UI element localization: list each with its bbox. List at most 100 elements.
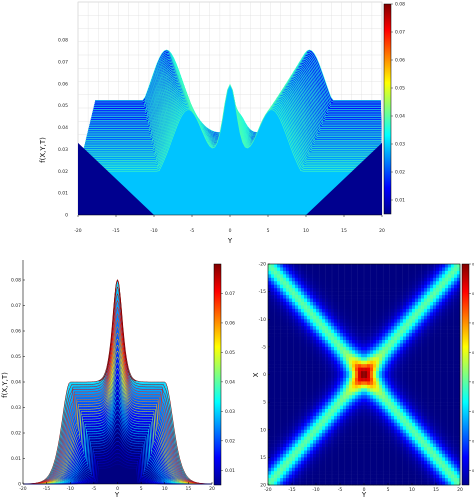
heatmap-cell <box>451 357 455 361</box>
heatmap-cell <box>313 405 317 410</box>
heatmap-cell <box>373 450 377 455</box>
heatmap-cell <box>274 295 278 299</box>
heatmap-cell <box>331 333 335 337</box>
heatmap-cell <box>322 343 326 348</box>
heatmap-cell <box>286 291 290 296</box>
heatmap-cell <box>289 457 293 462</box>
heatmap-cell <box>406 460 410 465</box>
heatmap-cell <box>316 374 320 379</box>
heatmap-cell <box>271 481 275 486</box>
heatmap-cell <box>454 388 458 393</box>
heatmap-cell <box>331 298 335 303</box>
heatmap-cell <box>322 301 326 306</box>
heatmap-cell <box>403 346 407 351</box>
heatmap-cell <box>385 388 389 393</box>
heatmap-cell <box>439 350 443 355</box>
surface-ridge-line <box>23 338 212 485</box>
br-x-tick-label: 20 <box>457 487 463 493</box>
heatmap-cell <box>337 315 341 320</box>
heatmap-cell <box>340 315 344 320</box>
heatmap-cell <box>367 371 371 375</box>
heatmap-cell <box>343 377 347 382</box>
heatmap-cell <box>271 447 275 451</box>
heatmap-cell <box>274 422 278 427</box>
heatmap-cell <box>370 412 374 417</box>
heatmap-cell <box>400 460 404 465</box>
heatmap-cell <box>316 277 320 282</box>
heatmap-cell <box>397 409 401 413</box>
heatmap-cell <box>298 402 302 406</box>
heatmap-cell <box>406 398 410 403</box>
heatmap-cell <box>355 388 359 393</box>
heatmap-cell <box>340 478 344 482</box>
heatmap-cell <box>352 426 356 431</box>
heatmap-cell <box>367 398 371 403</box>
heatmap-cell <box>418 402 422 406</box>
heatmap-cell <box>271 402 275 406</box>
heatmap-cell <box>319 450 323 455</box>
heatmap-cell <box>334 460 338 465</box>
heatmap-cell <box>370 350 374 355</box>
heatmap-cell <box>295 319 299 323</box>
heatmap-cell <box>340 353 344 358</box>
heatmap-cell <box>280 305 284 310</box>
heatmap-cell <box>373 298 377 303</box>
heatmap-cell <box>340 388 344 393</box>
heatmap-cell <box>409 364 413 368</box>
heatmap-cell <box>451 329 455 334</box>
heatmap-cell <box>436 457 440 462</box>
heatmap-cell <box>286 312 290 317</box>
heatmap-cell <box>328 412 332 417</box>
heatmap-cell <box>400 384 404 389</box>
heatmap-cell <box>400 319 404 323</box>
heatmap-cell <box>421 426 425 431</box>
heatmap-cell <box>412 398 416 403</box>
heatmap-cell <box>358 346 362 351</box>
heatmap-cell <box>424 391 428 396</box>
heatmap-cell <box>376 298 380 303</box>
heatmap-cell <box>403 295 407 299</box>
heatmap-cell <box>301 267 305 272</box>
heatmap-cell <box>376 295 380 299</box>
heatmap-cell <box>397 346 401 351</box>
heatmap-cell <box>361 447 365 451</box>
heatmap-cell <box>340 391 344 396</box>
heatmap-cell <box>439 277 443 282</box>
heatmap-cell <box>325 460 329 465</box>
heatmap-cell <box>400 405 404 410</box>
heatmap-cell <box>349 274 353 279</box>
heatmap-cell <box>298 433 302 437</box>
heatmap-cell <box>304 301 308 306</box>
heatmap-cell <box>433 291 437 296</box>
heatmap-cell <box>415 298 419 303</box>
heatmap-cell <box>454 277 458 282</box>
heatmap-cell <box>403 264 407 268</box>
heatmap-cell <box>328 298 332 303</box>
heatmap-cell <box>271 298 275 303</box>
heatmap-cell <box>271 315 275 320</box>
heatmap-cell <box>343 412 347 417</box>
br-x-tick-label: 0 <box>363 487 366 493</box>
heatmap-cell <box>355 322 359 327</box>
heatmap-cell <box>304 450 308 455</box>
heatmap-cell <box>334 364 338 368</box>
heatmap-cell <box>421 312 425 317</box>
heatmap-cell <box>337 412 341 417</box>
heatmap-cell <box>310 460 314 465</box>
heatmap-cell <box>313 319 317 323</box>
heatmap-cell <box>352 457 356 462</box>
heatmap-cell <box>331 346 335 351</box>
heatmap-cell <box>394 388 398 393</box>
heatmap-cell <box>337 460 341 465</box>
heatmap-cell <box>352 277 356 282</box>
heatmap-cell <box>337 295 341 299</box>
heatmap-cell <box>367 422 371 427</box>
heatmap-cell <box>304 412 308 417</box>
heatmap-cell <box>355 315 359 320</box>
heatmap-cell <box>397 267 401 272</box>
heatmap-cell <box>328 467 332 472</box>
heatmap-cell <box>322 453 326 458</box>
heatmap-cell <box>322 350 326 355</box>
